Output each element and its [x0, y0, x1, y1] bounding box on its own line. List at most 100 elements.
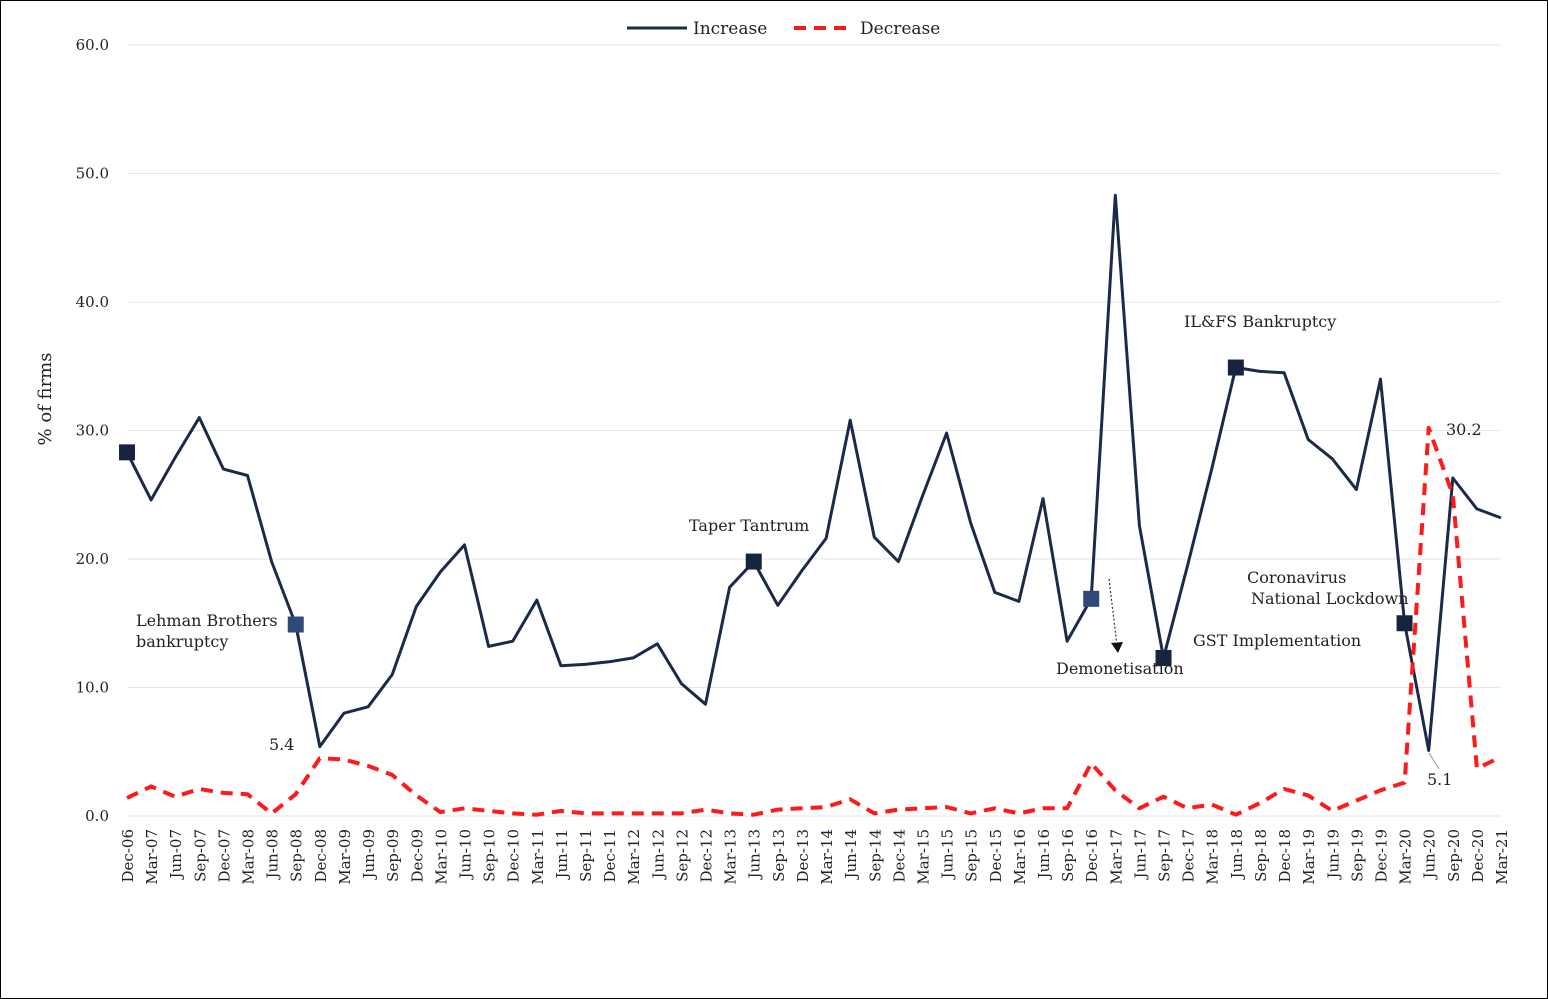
x-tick-label: Mar-11	[529, 829, 547, 885]
x-tick-label: Mar-15	[914, 829, 932, 885]
x-tick-label: Sep-16	[1059, 829, 1077, 882]
demonetisation-arrow	[1108, 578, 1118, 647]
legend: Increase Decrease	[627, 19, 940, 39]
x-tick-label: Mar-13	[722, 829, 740, 885]
x-tick-label: Jun-13	[746, 829, 764, 881]
arrow-head	[1111, 642, 1123, 653]
x-tick-label: Mar-19	[1300, 829, 1318, 885]
x-tick-label: Jun-14	[842, 829, 860, 881]
x-tick-label: Dec-14	[890, 829, 908, 882]
annotation-demon: Demonetisation	[1056, 659, 1184, 678]
event-marker	[745, 553, 762, 570]
x-tick-label: Mar-12	[625, 829, 643, 885]
x-tick-label: Mar-07	[143, 829, 161, 885]
annotation-v54: 5.4	[269, 735, 294, 754]
x-tick-label: Jun-09	[360, 829, 378, 881]
x-tick-label: Mar-10	[432, 829, 450, 885]
x-tick-label: Jun-19	[1324, 829, 1342, 881]
x-tick-label: Mar-09	[336, 829, 354, 885]
legend-label-decrease: Decrease	[860, 19, 940, 39]
x-tick-label: Dec-08	[312, 829, 330, 882]
x-tick-label: Sep-08	[288, 829, 306, 882]
series-lines	[125, 193, 1502, 817]
x-tick-label: Sep-18	[1252, 829, 1270, 882]
x-tick-label: Sep-19	[1348, 829, 1366, 882]
annotation-gst: GST Implementation	[1193, 631, 1361, 650]
y-tick-label: 50.0	[76, 165, 109, 183]
y-tick-label: 40.0	[76, 293, 109, 311]
x-tick-label: Sep-11	[577, 829, 595, 882]
y-tick-label: 30.0	[76, 422, 109, 440]
x-tick-label: Sep-10	[481, 829, 499, 882]
x-tick-label: Jun-17	[1131, 829, 1149, 881]
x-tick-label: Sep-13	[770, 829, 788, 882]
event-marker	[1155, 649, 1172, 666]
y-tick-label: 60.0	[76, 36, 109, 54]
x-tick-label: Sep-20	[1445, 829, 1463, 882]
event-marker	[1396, 615, 1413, 632]
x-tick-label: Dec-13	[794, 829, 812, 882]
x-tick-label: Mar-21	[1493, 829, 1511, 885]
annotation-corona: Coronavirus	[1247, 568, 1346, 587]
y-tick-label: 20.0	[76, 550, 109, 568]
x-tick-label: Jun-18	[1228, 829, 1246, 881]
x-tick-label: Jun-15	[939, 829, 957, 881]
annotation-lehman: Lehman Brothers	[136, 611, 278, 630]
series-line-decrease	[126, 425, 1502, 817]
annotation-taper: Taper Tantrum	[689, 516, 809, 535]
y-axis-ticks: 0.0 10.0 20.0 30.0 40.0 50.0 60.0	[76, 36, 109, 825]
x-tick-label: Jun-07	[167, 829, 185, 881]
x-tick-label: Jun-11	[553, 829, 571, 881]
x-tick-label: Dec-17	[1180, 829, 1198, 882]
x-tick-label: Sep-15	[963, 829, 981, 882]
x-tick-label: Dec-09	[408, 829, 426, 882]
x-tick-label: Sep-14	[866, 829, 884, 882]
annotation-v51: 5.1	[1427, 770, 1452, 789]
x-tick-label: Mar-20	[1397, 829, 1415, 885]
annotation-v302: 30.2	[1446, 420, 1482, 439]
x-tick-label: Sep-09	[384, 829, 402, 882]
x-tick-label: Dec-18	[1276, 829, 1294, 882]
event-marker	[1227, 359, 1244, 376]
annotation-ilfs: IL&FS Bankruptcy	[1184, 312, 1336, 331]
event-markers	[119, 359, 1413, 666]
event-marker	[287, 616, 304, 633]
x-tick-label: Dec-11	[601, 829, 619, 882]
y-tick-label: 0.0	[85, 807, 109, 825]
x-tick-label: Dec-10	[505, 829, 523, 882]
annotations: Lehman Brothers bankruptcy Taper Tantrum IL…	[136, 312, 1482, 789]
annotation-corona: National Lockdown	[1251, 589, 1409, 608]
x-tick-label: Jun-12	[649, 829, 667, 881]
x-tick-label: Mar-18	[1204, 829, 1222, 885]
x-tick-label: Dec-07	[215, 829, 233, 882]
gridlines	[127, 44, 1501, 817]
x-tick-label: Dec-12	[698, 829, 716, 882]
series-line-increase	[125, 193, 1502, 752]
annotation-lehman: bankruptcy	[136, 632, 228, 651]
x-axis-ticks: Dec-06 Mar-07 Jun-07 Sep-07 Dec-07 Mar-08 Jun-…	[119, 829, 1511, 885]
x-tick-label: Mar-16	[1011, 829, 1029, 885]
x-tick-label: Dec-20	[1469, 829, 1487, 882]
y-axis-label: % of firms	[35, 353, 56, 446]
x-tick-label: Sep-17	[1156, 829, 1174, 882]
x-tick-label: Jun-08	[264, 829, 282, 881]
x-tick-label: Sep-07	[191, 829, 209, 882]
x-tick-label: Mar-14	[818, 829, 836, 885]
x-tick-label: Dec-19	[1372, 829, 1390, 882]
leader-line	[1428, 752, 1440, 770]
x-tick-label: Mar-08	[240, 829, 258, 885]
x-tick-label: Dec-06	[119, 829, 137, 882]
legend-label-increase: Increase	[693, 19, 767, 39]
x-tick-label: Jun-20	[1421, 829, 1439, 881]
x-tick-label: Sep-12	[673, 829, 691, 882]
x-tick-label: Dec-16	[1083, 829, 1101, 882]
x-tick-label: Jun-10	[456, 829, 474, 881]
x-tick-label: Jun-16	[1035, 829, 1053, 881]
event-marker	[119, 444, 135, 461]
y-tick-label: 10.0	[76, 679, 109, 697]
x-tick-label: Mar-17	[1107, 829, 1125, 885]
event-marker	[1083, 590, 1100, 607]
x-tick-label: Dec-15	[987, 829, 1005, 882]
